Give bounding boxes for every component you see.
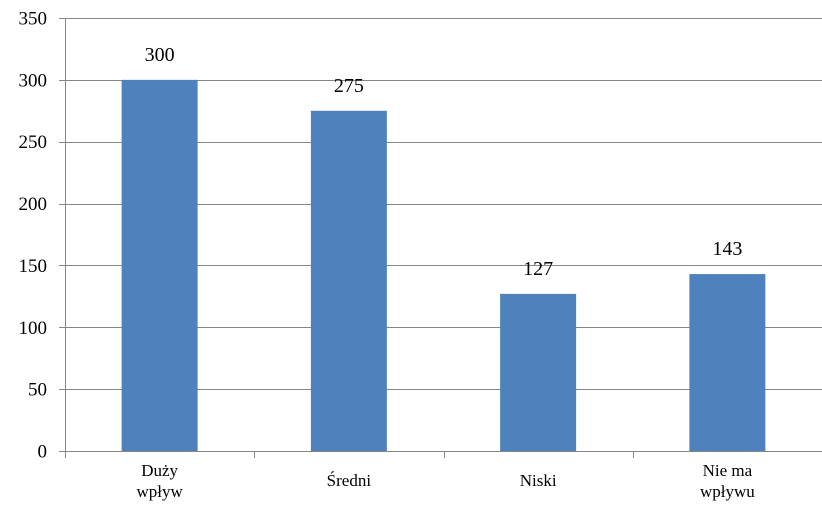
y-tick-label: 150 xyxy=(19,256,48,277)
y-tick-label: 50 xyxy=(28,380,47,401)
bars xyxy=(121,79,766,452)
y-tick-label: 100 xyxy=(19,318,48,339)
x-category-label-line: wpływ xyxy=(136,482,183,501)
x-category-label-line: Niski xyxy=(520,471,557,490)
x-category-label-line: Nie ma xyxy=(703,461,753,480)
bar xyxy=(500,293,577,451)
data-label: 275 xyxy=(334,75,364,97)
bar xyxy=(310,110,387,452)
axes xyxy=(59,18,822,458)
bar xyxy=(689,274,766,451)
x-category-label-line: Duży xyxy=(141,461,178,480)
x-category-label: Nie ma wpływu xyxy=(700,461,755,501)
bar xyxy=(121,79,198,451)
labels: 0 50 100 150 200 250 300 350 300 Duży wpływ 275 Śred… xyxy=(19,9,756,502)
data-label: 143 xyxy=(712,238,742,260)
data-label: 300 xyxy=(145,44,175,66)
x-category-label-line: wpływu xyxy=(700,482,755,501)
y-tick-label: 300 xyxy=(19,70,48,91)
data-label: 127 xyxy=(523,258,553,280)
x-category-label: Duży wpływ xyxy=(136,461,183,501)
y-tick-label: 350 xyxy=(19,9,48,30)
x-category-label-line: Średni xyxy=(327,471,372,490)
x-category-label: Niski xyxy=(520,471,557,490)
y-tick-label: 0 xyxy=(38,442,48,463)
y-tick-label: 250 xyxy=(19,132,48,153)
y-tick-label: 200 xyxy=(19,194,48,215)
x-category-label: Średni xyxy=(327,471,372,490)
